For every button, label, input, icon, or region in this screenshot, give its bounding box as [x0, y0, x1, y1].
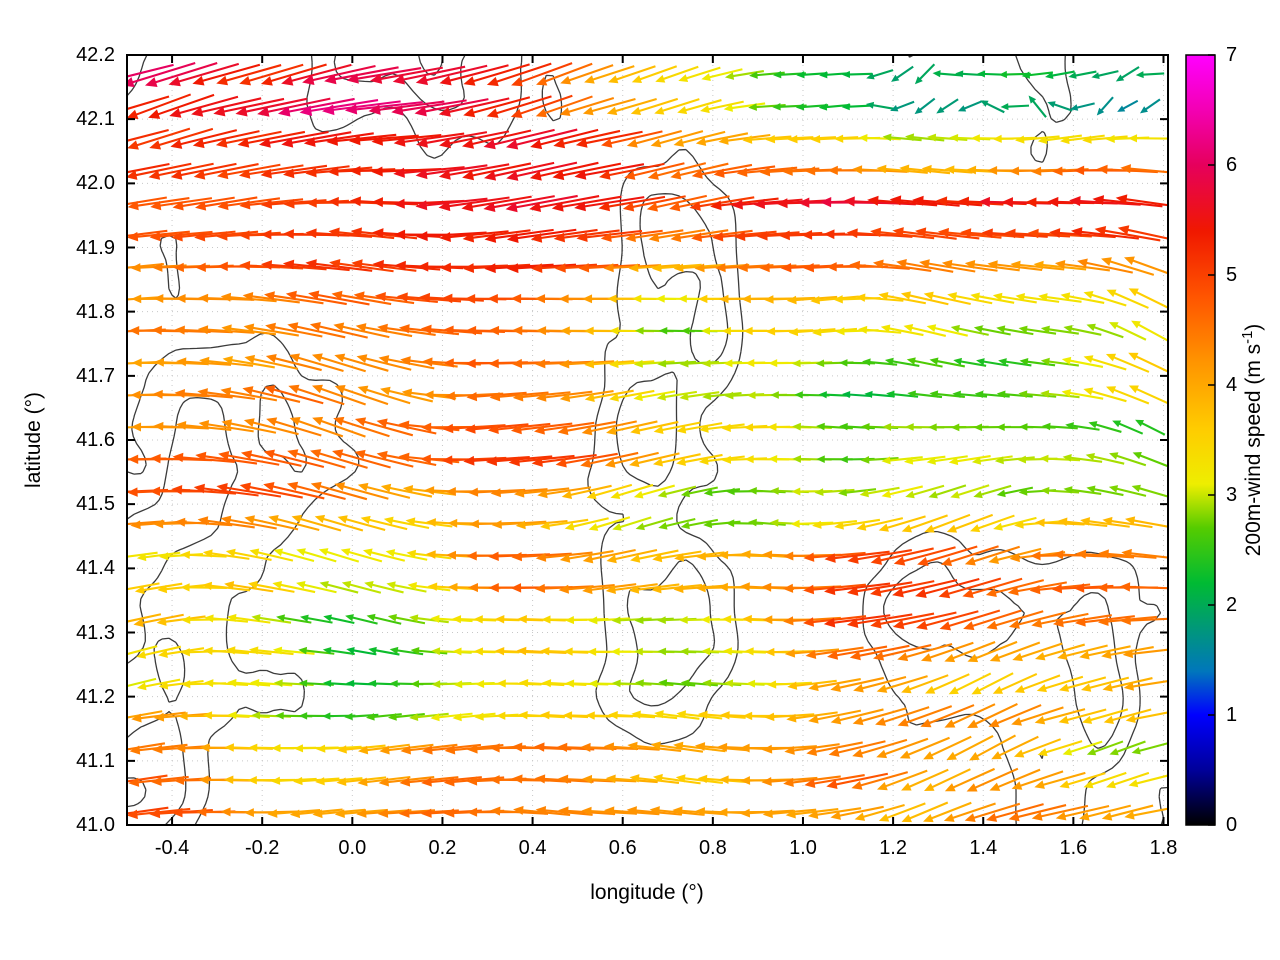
- x-tick-label: 0.8: [698, 837, 727, 859]
- y-tick-label: 41.0: [76, 814, 115, 836]
- x-tick-label: 0.0: [338, 837, 367, 859]
- colorbar-title-close: ): [1242, 323, 1265, 331]
- x-tick-label: 1.8: [1149, 837, 1178, 859]
- colorbar-tick-label: 7: [1226, 44, 1238, 66]
- x-tick-label: 1.2: [879, 837, 907, 859]
- colorbar-tick-label: 5: [1226, 264, 1238, 286]
- y-tick-label: 41.7: [76, 364, 115, 387]
- y-tick-label: 41.1: [76, 749, 115, 772]
- y-axis-title: latitude (°): [22, 392, 45, 488]
- y-tick-label: 41.3: [76, 621, 115, 644]
- y-tick-label: 41.8: [76, 300, 115, 323]
- x-axis-title: longitude (°): [590, 881, 704, 904]
- x-tick-label: 0.2: [428, 837, 457, 859]
- y-tick-label: 41.6: [76, 429, 115, 451]
- y-tick-label: 42.2: [76, 44, 115, 66]
- y-tick-label: 42.1: [76, 108, 115, 131]
- x-tick-label: 0.4: [518, 837, 547, 859]
- colorbar-tick-label: 0: [1226, 814, 1238, 836]
- x-tick-label: 1.0: [789, 837, 817, 859]
- y-tick-label: 41.4: [76, 557, 115, 580]
- y-tick-label: 41.5: [76, 493, 115, 516]
- y-tick-label: 41.2: [76, 685, 115, 708]
- colorbar-title: 200m-wind speed (m s-1): [1240, 270, 1268, 610]
- colorbar-tick-label: 6: [1226, 154, 1238, 176]
- colorbar-tick-label: 1: [1226, 704, 1238, 726]
- y-tick-label: 42.0: [76, 172, 115, 195]
- colorbar-tick-label: 2: [1226, 594, 1238, 616]
- y-tick-label: 41.9: [76, 236, 115, 259]
- x-tick-label: -0.4: [154, 837, 190, 859]
- colorbar-title-sup: -1: [1240, 330, 1256, 344]
- x-tick-label: 0.6: [608, 837, 637, 859]
- x-tick-label: 1.6: [1059, 837, 1088, 859]
- colorbar-tick-label: 4: [1226, 374, 1238, 396]
- x-tick-label: 1.4: [969, 837, 998, 859]
- x-tick-label: -0.2: [244, 837, 280, 859]
- colorbar-tick-label: 3: [1226, 484, 1238, 506]
